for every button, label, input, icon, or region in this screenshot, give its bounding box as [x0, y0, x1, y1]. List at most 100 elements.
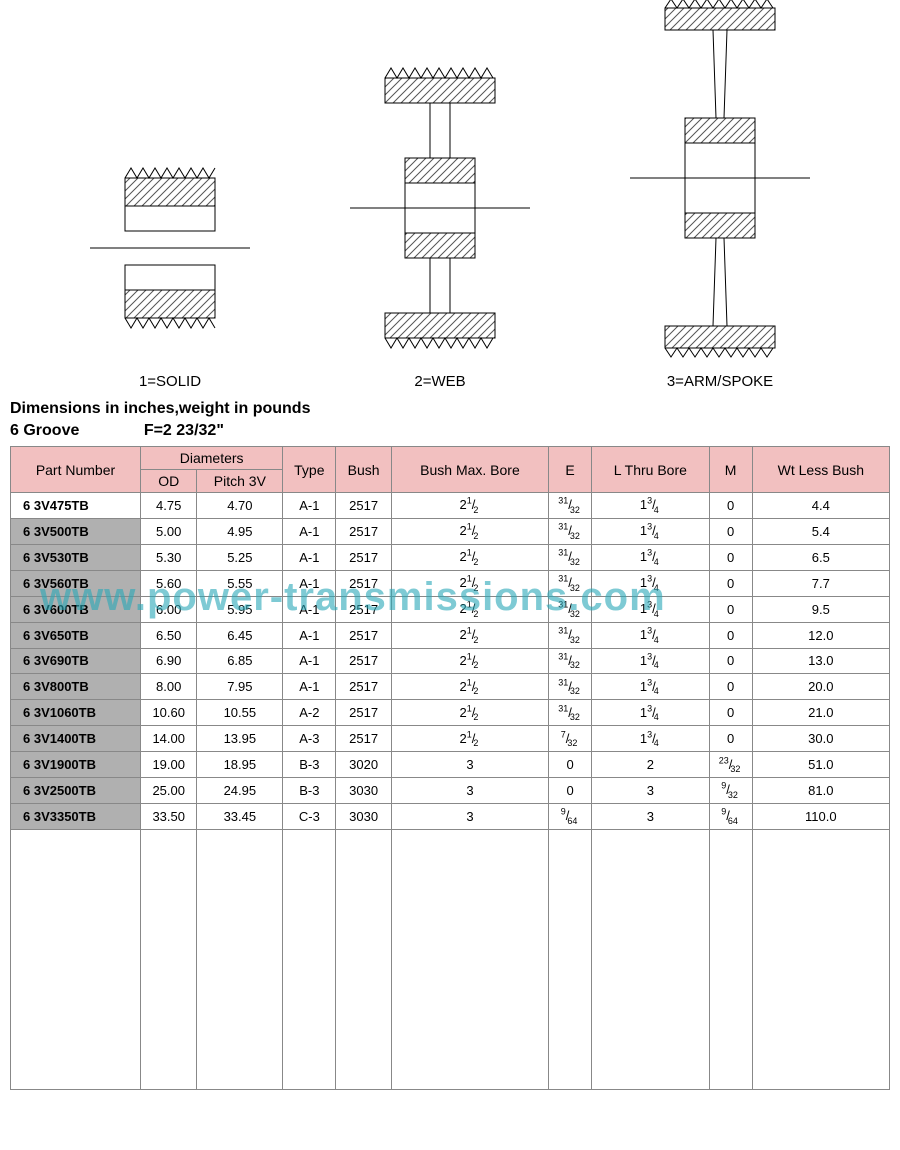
- cell-e: 31/32: [549, 648, 592, 674]
- cell-l: 13/4: [592, 570, 709, 596]
- cell-pitch: 5.95: [197, 596, 283, 622]
- cell-od: 8.00: [141, 674, 197, 700]
- col-type: Type: [283, 447, 336, 493]
- col-bush: Bush: [336, 447, 391, 493]
- col-e: E: [549, 447, 592, 493]
- cell-wt: 51.0: [752, 752, 889, 778]
- cell-m: 0: [709, 493, 752, 519]
- cell-l: 3: [592, 804, 709, 830]
- cell-m: 0: [709, 648, 752, 674]
- cell-od: 25.00: [141, 778, 197, 804]
- cell-e: 31/32: [549, 700, 592, 726]
- solid-svg: [90, 138, 250, 358]
- cell-l: 13/4: [592, 493, 709, 519]
- dimensions-table: Part Number Diameters Type Bush Bush Max…: [10, 446, 890, 1090]
- cell-part: 6 3V1900TB: [11, 752, 141, 778]
- cell-bush: 2517: [336, 493, 391, 519]
- cell-bore: 21/2: [391, 596, 548, 622]
- cell-wt: 13.0: [752, 648, 889, 674]
- cell-wt: 7.7: [752, 570, 889, 596]
- diagrams-row: 1=SOLID 2=WEB: [0, 0, 900, 400]
- heading-groove: 6 Groove: [10, 422, 79, 439]
- col-od: OD: [141, 470, 197, 493]
- cell-e: 9/64: [549, 804, 592, 830]
- table-row: 6 3V530TB5.305.25A-1251721/231/3213/406.…: [11, 544, 890, 570]
- cell-part: 6 3V1400TB: [11, 726, 141, 752]
- cell-od: 6.90: [141, 648, 197, 674]
- cell-bush: 2517: [336, 544, 391, 570]
- cell-od: 5.30: [141, 544, 197, 570]
- cell-l: 13/4: [592, 700, 709, 726]
- table-row: 6 3V560TB5.605.55A-1251721/231/3213/407.…: [11, 570, 890, 596]
- cell-wt: 4.4: [752, 493, 889, 519]
- cell-wt: 110.0: [752, 804, 889, 830]
- cell-wt: 30.0: [752, 726, 889, 752]
- cell-od: 14.00: [141, 726, 197, 752]
- table-body: 6 3V475TB4.754.70A-1251721/231/3213/404.…: [11, 493, 890, 1090]
- cell-bore: 21/2: [391, 622, 548, 648]
- cell-wt: 81.0: [752, 778, 889, 804]
- cell-pitch: 4.70: [197, 493, 283, 519]
- cell-m: 0: [709, 674, 752, 700]
- cell-m: 0: [709, 726, 752, 752]
- cell-e: 7/32: [549, 726, 592, 752]
- cell-e: 0: [549, 752, 592, 778]
- cell-bore: 21/2: [391, 648, 548, 674]
- table-row: 6 3V800TB8.007.95A-1251721/231/3213/4020…: [11, 674, 890, 700]
- cell-bush: 2517: [336, 596, 391, 622]
- cell-bush: 2517: [336, 726, 391, 752]
- cell-part: 6 3V600TB: [11, 596, 141, 622]
- label-arm: 3=ARM/SPOKE: [667, 373, 773, 390]
- cell-part: 6 3V3350TB: [11, 804, 141, 830]
- diagram-solid: 1=SOLID: [90, 138, 250, 390]
- cell-bush: 2517: [336, 648, 391, 674]
- cell-l: 13/4: [592, 596, 709, 622]
- cell-m: 9/32: [709, 778, 752, 804]
- diagram-arm: 3=ARM/SPOKE: [630, 0, 810, 390]
- cell-e: 31/32: [549, 622, 592, 648]
- col-pitch: Pitch 3V: [197, 470, 283, 493]
- cell-type: A-1: [283, 674, 336, 700]
- table-row: 6 3V1900TB19.0018.95B-3302030223/3251.0: [11, 752, 890, 778]
- heading-line1: Dimensions in inches,weight in pounds: [10, 400, 890, 418]
- cell-part: 6 3V530TB: [11, 544, 141, 570]
- cell-wt: 5.4: [752, 518, 889, 544]
- cell-e: 31/32: [549, 493, 592, 519]
- cell-pitch: 33.45: [197, 804, 283, 830]
- cell-part: 6 3V2500TB: [11, 778, 141, 804]
- table-row: 6 3V2500TB25.0024.95B-330303039/3281.0: [11, 778, 890, 804]
- cell-wt: 21.0: [752, 700, 889, 726]
- cell-type: A-1: [283, 648, 336, 674]
- heading-block: Dimensions in inches,weight in pounds 6 …: [0, 400, 900, 440]
- cell-bore: 21/2: [391, 700, 548, 726]
- cell-type: B-3: [283, 778, 336, 804]
- cell-bore: 21/2: [391, 674, 548, 700]
- cell-wt: 6.5: [752, 544, 889, 570]
- cell-pitch: 5.25: [197, 544, 283, 570]
- cell-wt: 12.0: [752, 622, 889, 648]
- cell-type: A-1: [283, 544, 336, 570]
- table-row: 6 3V500TB5.004.95A-1251721/231/3213/405.…: [11, 518, 890, 544]
- diagram-web: 2=WEB: [350, 58, 530, 390]
- cell-m: 0: [709, 518, 752, 544]
- cell-wt: 20.0: [752, 674, 889, 700]
- cell-type: A-1: [283, 518, 336, 544]
- cell-bore: 21/2: [391, 544, 548, 570]
- cell-bore: 21/2: [391, 570, 548, 596]
- col-wt: Wt Less Bush: [752, 447, 889, 493]
- col-m: M: [709, 447, 752, 493]
- cell-bore: 21/2: [391, 726, 548, 752]
- col-part: Part Number: [11, 447, 141, 493]
- cell-type: A-2: [283, 700, 336, 726]
- table-row: 6 3V3350TB33.5033.45C-3303039/6439/64110…: [11, 804, 890, 830]
- cell-m: 23/32: [709, 752, 752, 778]
- cell-bush: 2517: [336, 700, 391, 726]
- cell-type: A-1: [283, 622, 336, 648]
- cell-l: 3: [592, 778, 709, 804]
- cell-bush: 2517: [336, 622, 391, 648]
- table-row: 6 3V600TB6.005.95A-1251721/231/3213/409.…: [11, 596, 890, 622]
- cell-e: 31/32: [549, 544, 592, 570]
- cell-part: 6 3V650TB: [11, 622, 141, 648]
- cell-pitch: 5.55: [197, 570, 283, 596]
- cell-type: A-1: [283, 570, 336, 596]
